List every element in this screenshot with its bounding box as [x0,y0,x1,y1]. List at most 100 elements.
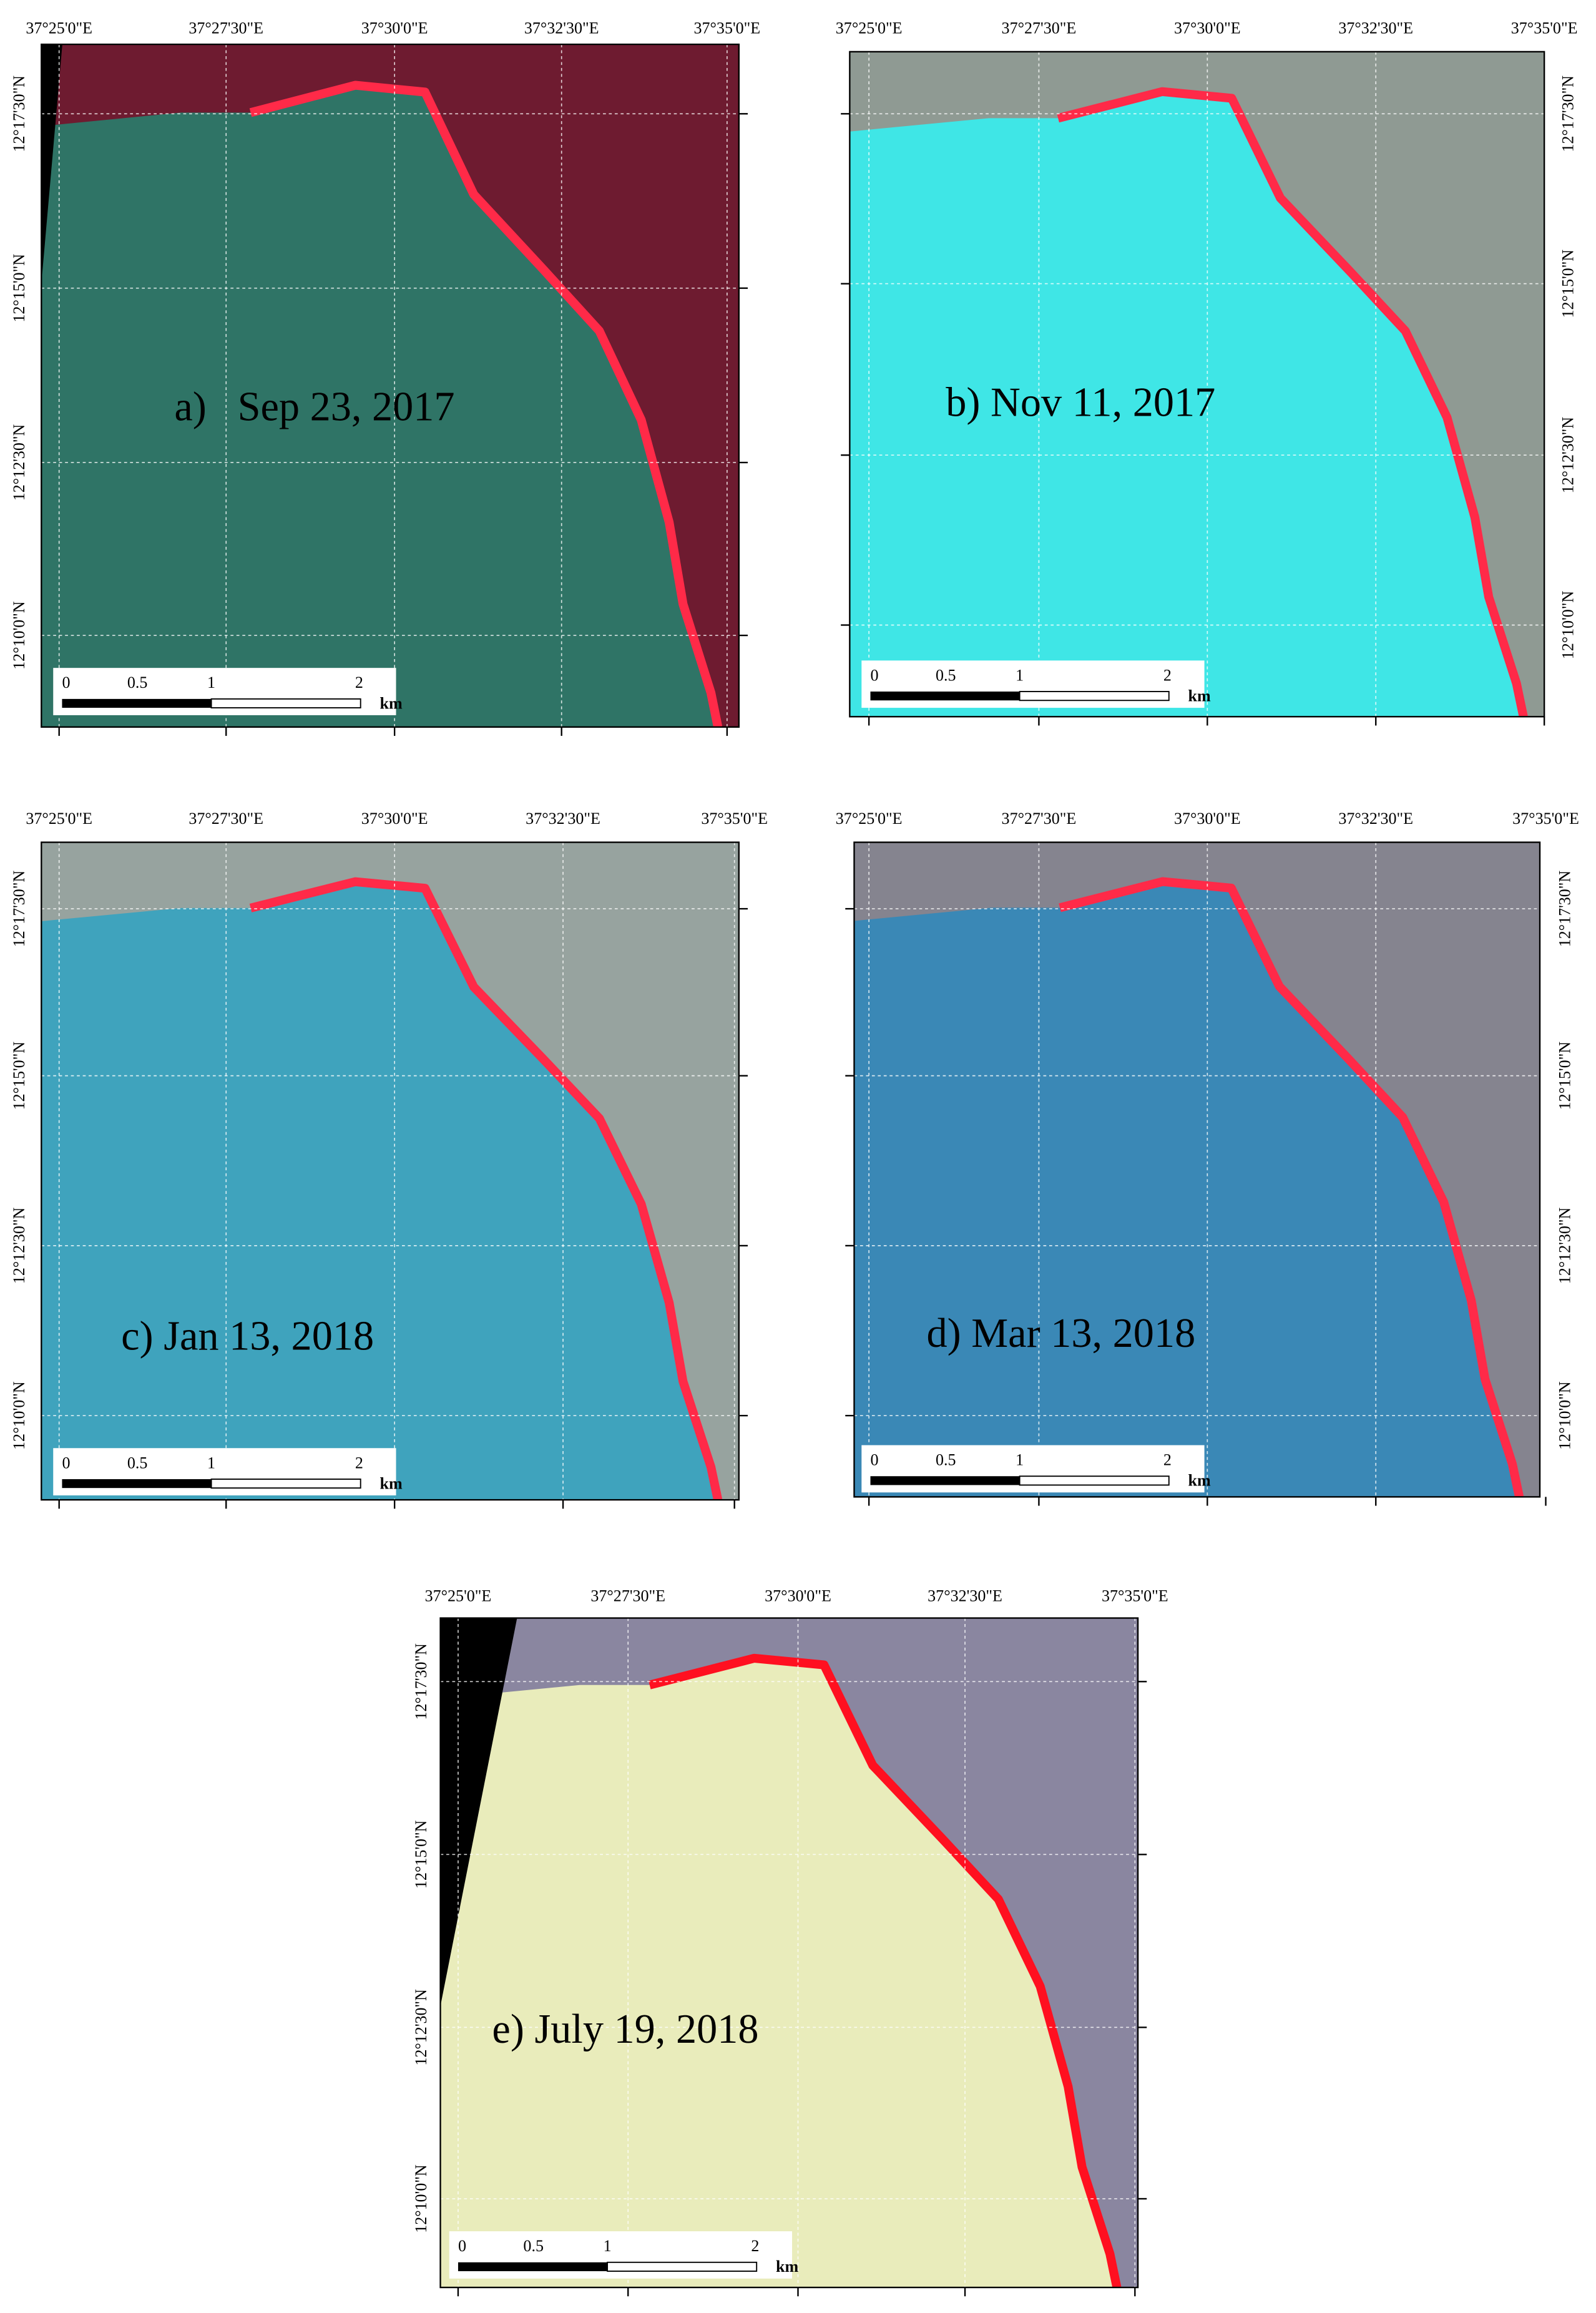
scale-label: 0 [62,673,70,692]
water [440,1658,1117,2288]
latitude-label: 12°12'30"N [412,1989,430,2066]
scale-label: 1 [207,1454,215,1472]
water [849,91,1524,717]
latitude-label: 12°15'0"N [10,254,28,323]
wetland-shoreline [649,1653,1122,2288]
scale-label: 1 [1016,1451,1024,1469]
scale-bar-filled [458,2262,608,2271]
longitude-label: 37°27'30"E [590,1587,665,1605]
scale-bar-empty [210,1479,361,1489]
no-data [41,44,62,283]
map-frame [41,43,740,728]
longitude-label: 37°32'30"E [1338,19,1413,37]
satellite-image [854,842,1540,1497]
longitude-label: 37°35'0"E [1102,1587,1168,1605]
map-frame [41,841,740,1501]
map-panel: 37°25'0"E 37°27'30"E 37°30'0"E 37°32'30"E 37… [412,1587,1168,2297]
latitude-label: 12°10'0"N [412,2164,430,2233]
panel-caption: e) July 19, 2018 [492,2007,758,2052]
longitude-label: 37°27'30"E [1002,19,1077,37]
wetland-shoreline [249,877,723,1500]
satellite-image [41,44,739,727]
longitude-label: 37°35'0"E [1511,19,1578,37]
panel-caption: c) Jan 13, 2018 [121,1314,374,1359]
scale-bar: 0 0.5 1 2 km [861,1445,1211,1493]
map-panel: 37°25'0"E 37°27'30"E 37°30'0"E 37°32'30"E 37… [10,19,760,736]
latitude-label: 12°15'0"N [1556,1042,1574,1110]
scale-label: 2 [355,673,363,692]
scale-label: 1 [604,2237,612,2255]
longitude-label: 37°27'30"E [1002,809,1077,828]
scale-bar: 0 0.5 1 2 km [53,668,403,715]
scale-bar: 0 0.5 1 2 km [861,660,1211,708]
panel-caption: a) Sep 23, 2017 [174,384,454,429]
latitude-label: 12°15'0"N [412,1820,430,1889]
longitude-label: 37°30'0"E [765,1587,831,1605]
satellite-image [849,51,1545,717]
longitude-label: 37°32'30"E [526,809,600,828]
scale-label: 0.5 [127,673,148,692]
scale-label: 0 [871,1451,879,1469]
latitude-label: 12°10'0"N [1559,590,1577,659]
scale-label: km [1188,687,1211,705]
longitude-label: 37°25'0"E [836,809,903,828]
scale-label: 0 [871,666,879,684]
longitude-label: 37°30'0"E [361,809,428,828]
panel-caption: d) Mar 13, 2018 [926,1311,1195,1356]
latitude-label: 12°15'0"N [10,1042,28,1110]
longitude-label: 37°30'0"E [1174,809,1241,828]
scale-bar-filled [62,1479,212,1489]
map-panel: 37°25'0"E 37°27'30"E 37°30'0"E 37°32'30"E 37… [836,19,1578,726]
scale-bar-filled [870,1476,1020,1485]
scale-label: 0.5 [127,1454,148,1472]
longitude-label: 37°32'30"E [928,1587,1002,1605]
scale-bar-empty [607,2261,758,2272]
latitude-label: 12°10'0"N [10,1381,28,1450]
water [41,881,718,1500]
wetland-shoreline [249,81,723,727]
latitude-label: 12°12'30"N [10,1207,28,1284]
latitude-label: 12°17'30"N [10,871,28,947]
scale-label: 2 [1163,1451,1172,1469]
scale-bar-filled [62,698,212,708]
longitude-label: 37°25'0"E [425,1587,492,1605]
longitude-label: 37°25'0"E [26,809,92,828]
longitude-label: 37°35'0"E [1512,809,1579,828]
scale-label: 2 [1163,666,1172,684]
scale-label: 2 [355,1454,363,1472]
latitude-label: 12°12'30"N [10,424,28,501]
longitude-label: 37°32'30"E [524,19,599,37]
scale-label: km [379,1474,402,1492]
wetland-shoreline [1057,87,1528,717]
wetland-shoreline [1059,877,1524,1497]
scale-bar-filled [870,692,1020,701]
scale-label: 2 [751,2237,759,2255]
scale-label: km [379,694,402,712]
longitude-label: 37°35'0"E [693,19,760,37]
latitude-label: 12°17'30"N [1559,76,1577,152]
longitude-label: 37°25'0"E [26,19,92,37]
scale-label: 0 [458,2237,466,2255]
scale-label: 0.5 [523,2237,544,2255]
scale-bar-empty [1019,691,1170,702]
panel-caption: b) Nov 11, 2017 [946,379,1215,425]
water [854,881,1520,1497]
longitude-label: 37°30'0"E [361,19,428,37]
map-panel: 37°25'0"E 37°27'30"E 37°30'0"E 37°32'30"E 37… [836,809,1579,1506]
map-frame [849,51,1545,718]
scale-label: km [1188,1472,1211,1490]
scale-label: 0.5 [936,1451,956,1469]
longitude-label: 37°27'30"E [188,809,263,828]
scale-bar: 0 0.5 1 2 km [53,1448,403,1496]
scale-bar-empty [1019,1475,1170,1486]
map-frame [853,841,1541,1498]
scale-bar-empty [210,698,361,709]
map-panel: 37°25'0"E 37°27'30"E 37°30'0"E 37°32'30"E 37… [10,809,768,1509]
latitude-label: 12°10'0"N [10,601,28,670]
longitude-label: 37°25'0"E [836,19,903,37]
latitude-label: 12°12'30"N [1559,417,1577,494]
longitude-label: 37°32'30"E [1338,809,1413,828]
latitude-label: 12°15'0"N [1559,250,1577,318]
